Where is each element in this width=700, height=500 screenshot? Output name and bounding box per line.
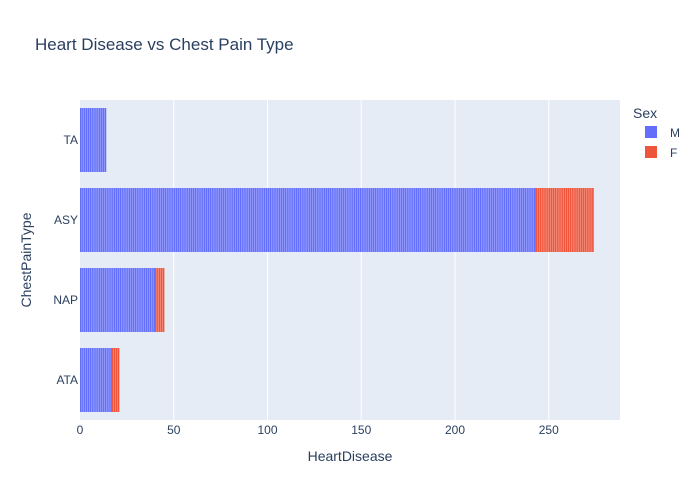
- bar-ata-f[interactable]: [111, 348, 120, 412]
- y-tick-label: TA: [64, 133, 78, 147]
- bar-ta-m[interactable]: [80, 108, 107, 172]
- legend-label: M: [670, 126, 680, 140]
- bar-asy-f[interactable]: [535, 188, 594, 252]
- legend-label: F: [670, 146, 677, 160]
- y-tick-label: ASY: [54, 213, 78, 227]
- legend-swatch: [645, 126, 657, 138]
- legend[interactable]: Sex MF: [633, 105, 680, 160]
- y-axis-title: ChestPainType: [18, 212, 34, 307]
- legend-item-m[interactable]: M: [645, 126, 680, 140]
- x-tick-labels: 0 50 100 150 200 250: [77, 423, 559, 437]
- legend-title: Sex: [633, 105, 657, 121]
- gridlines: [173, 100, 550, 420]
- bar-nap-f[interactable]: [155, 268, 165, 332]
- x-tick-label: 200: [445, 423, 465, 437]
- plot-area: [80, 100, 620, 420]
- bar-nap-m[interactable]: [80, 268, 155, 332]
- x-tick-label: 50: [167, 423, 181, 437]
- x-tick-label: 0: [77, 423, 84, 437]
- y-tick-label: NAP: [53, 293, 78, 307]
- legend-item-f[interactable]: F: [645, 146, 677, 160]
- legend-swatch: [645, 146, 657, 158]
- bars: [80, 108, 594, 412]
- bar-asy-m[interactable]: [80, 188, 536, 252]
- x-tick-label: 150: [351, 423, 371, 437]
- chart-title: Heart Disease vs Chest Pain Type: [35, 35, 294, 54]
- x-tick-label: 250: [539, 423, 559, 437]
- bar-ata-m[interactable]: [80, 348, 112, 412]
- x-axis-title: HeartDisease: [308, 448, 393, 464]
- y-tick-labels: TA ASY NAP ATA: [53, 133, 78, 387]
- y-tick-label: ATA: [56, 373, 78, 387]
- x-tick-label: 100: [257, 423, 277, 437]
